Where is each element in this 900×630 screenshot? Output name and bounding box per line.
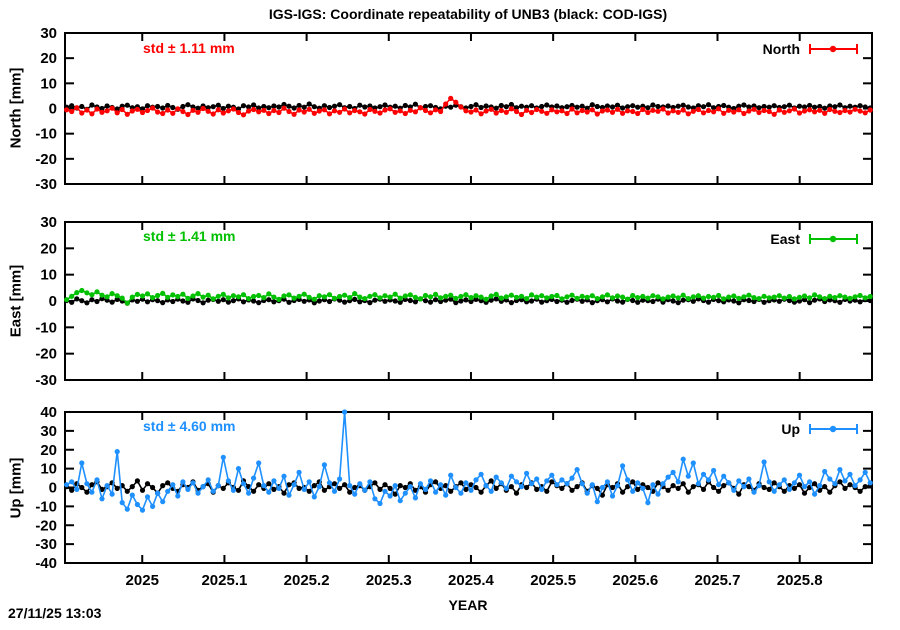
y-tick-label: 0 bbox=[49, 293, 57, 310]
x-tick-label: 2025.3 bbox=[366, 572, 412, 589]
y-tick-label: -20 bbox=[35, 151, 57, 168]
y-tick-label: 10 bbox=[40, 461, 57, 478]
std-annotation-east: std ± 1.41 mm bbox=[143, 228, 236, 244]
x-tick-label: 2025.8 bbox=[777, 572, 823, 589]
legend-label-east: East bbox=[770, 231, 800, 247]
y-tick-label: 20 bbox=[40, 442, 57, 459]
y-tick-label: -30 bbox=[35, 536, 57, 553]
y-tick-label: 10 bbox=[40, 75, 57, 92]
series-line-east bbox=[66, 297, 871, 304]
chart-title: IGS-IGS: Coordinate repeatability of UNB… bbox=[268, 6, 668, 22]
y-tick-label: -10 bbox=[35, 126, 57, 143]
x-axis-label: YEAR bbox=[448, 597, 488, 613]
legend-label-north: North bbox=[762, 41, 800, 57]
series-line-north bbox=[66, 103, 871, 111]
x-tick-label: 2025.6 bbox=[612, 572, 658, 589]
y-tick-label: 30 bbox=[40, 25, 57, 42]
y-tick-label: 0 bbox=[49, 480, 57, 497]
x-tick-label: 2025 bbox=[126, 572, 159, 589]
std-annotation-north: std ± 1.11 mm bbox=[143, 40, 235, 56]
legend-label-up: Up bbox=[781, 421, 800, 437]
x-tick-label: 2025.5 bbox=[530, 572, 576, 589]
y-tick-label: 40 bbox=[40, 404, 57, 421]
y-tick-label: -20 bbox=[35, 517, 57, 534]
y-tick-label: 20 bbox=[40, 240, 57, 257]
y-tick-label: 30 bbox=[40, 214, 57, 231]
x-tick-label: 2025.2 bbox=[284, 572, 330, 589]
series-line-up bbox=[66, 411, 871, 512]
series-line-east bbox=[66, 289, 871, 305]
x-tick-label: 2025.1 bbox=[201, 572, 247, 589]
y-tick-label: 30 bbox=[40, 423, 57, 440]
x-tick-label: 2025.4 bbox=[448, 572, 495, 589]
y-tick-label: 0 bbox=[49, 101, 57, 118]
y-tick-label: -30 bbox=[35, 372, 57, 389]
y-tick-label: 20 bbox=[40, 50, 57, 67]
series-line-north bbox=[66, 97, 871, 116]
y-tick-label: -30 bbox=[35, 176, 57, 193]
y-tick-label: -10 bbox=[35, 319, 57, 336]
y-tick-label: 10 bbox=[40, 267, 57, 284]
std-annotation-up: std ± 4.60 mm bbox=[143, 418, 236, 434]
timestamp: 27/11/25 13:03 bbox=[8, 605, 102, 621]
x-tick-label: 2025.7 bbox=[695, 572, 741, 589]
y-tick-label: -40 bbox=[35, 555, 57, 572]
y-tick-label: -20 bbox=[35, 346, 57, 363]
y-tick-label: -10 bbox=[35, 498, 57, 515]
